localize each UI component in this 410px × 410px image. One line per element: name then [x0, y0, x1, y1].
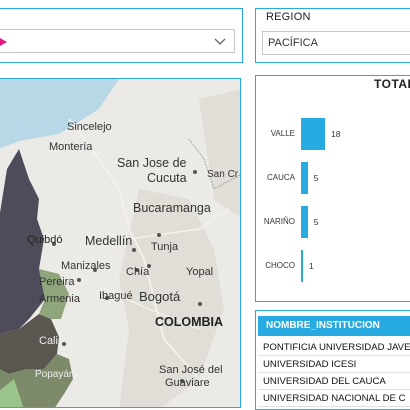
city-label-yopal: Yopal: [186, 266, 214, 278]
city-label-armenia: Armenia: [39, 293, 80, 305]
chevron-right-icon: [0, 38, 7, 46]
city-label-manizales: Manizales: [61, 260, 111, 272]
chart-panel: [255, 75, 410, 302]
table-row[interactable]: UNIVERSIDAD ICESI: [258, 356, 410, 373]
chart-title: TOTAL: [374, 77, 410, 91]
region-dropdown[interactable]: PACÍFICA: [262, 31, 410, 55]
bar-category-label: NARIÑO: [263, 217, 295, 226]
bar-category-label: VALLE: [270, 129, 295, 138]
city-label-cali: Cali: [39, 335, 58, 347]
bar-category-label: CAUCA: [266, 173, 295, 182]
city-label-bucaramanga: Bucaramanga: [133, 201, 211, 215]
bar-value-label: 1: [309, 261, 314, 271]
table-row[interactable]: PONTIFICIA UNIVERSIDAD JAVE: [258, 339, 410, 356]
table-row[interactable]: UNIVERSIDAD NACIONAL DE C: [258, 390, 410, 407]
city-label-sincelejo: Sincelejo: [67, 121, 112, 133]
region-choco: [0, 149, 45, 334]
region-value: PACÍFICA: [268, 37, 318, 49]
city-label-san-cr: San Cr: [207, 169, 239, 180]
bar[interactable]: [301, 162, 308, 194]
map-sea: [0, 79, 119, 149]
bar-category-label: CHOCO: [265, 261, 295, 270]
city-label-cucuta: Cucuta: [147, 171, 187, 185]
city-label-san-jose-guaviare-2: Guaviare: [165, 377, 210, 389]
bar-value-label: 5: [313, 173, 319, 183]
table-header[interactable]: NOMBRE_INSTITUCION: [258, 316, 410, 336]
map[interactable]: [0, 79, 241, 408]
bar-value-label: 5: [313, 217, 319, 227]
bar[interactable]: [301, 118, 325, 150]
city-label-pereira: Pereira: [39, 276, 75, 288]
city-label-chia: Chía: [126, 266, 150, 278]
city-label-san-jose-guaviare-1: San José del: [159, 364, 223, 376]
city-label-tunja: Tunja: [151, 241, 179, 253]
bar[interactable]: [301, 206, 308, 238]
bar-value-label: 18: [331, 129, 341, 139]
table-row[interactable]: UNIVERSIDAD DEL CAUCA: [258, 373, 410, 390]
city-label-medellin: Medellín: [85, 234, 133, 248]
chevron-down-icon[interactable]: [214, 38, 226, 46]
city-label-bogota: Bogotá: [139, 289, 181, 304]
country-label: COLOMBIA: [155, 315, 224, 329]
filter-dropdown-left[interactable]: [0, 29, 235, 53]
city-label-popayan: Popayán: [35, 369, 75, 380]
map-terrain: [119, 189, 224, 407]
city-label-ibague: Ibagué: [99, 290, 133, 302]
map-panel[interactable]: Sincelejo Montería San Jose de Cucuta Sa…: [0, 78, 241, 408]
city-label-quibdo: Quibdó: [27, 234, 63, 246]
region-label: REGION: [266, 11, 311, 23]
city-label-monteria: Montería: [49, 141, 93, 153]
bar-chart: VALLE 18 CAUCA 5 NARIÑO 5 CHOCO 1: [255, 95, 410, 300]
region-valle: [0, 314, 59, 374]
city-label-san-jose: San Jose de: [117, 156, 187, 170]
map-road: [68, 118, 200, 380]
bar[interactable]: [301, 250, 303, 282]
region-narino: [0, 379, 24, 407]
